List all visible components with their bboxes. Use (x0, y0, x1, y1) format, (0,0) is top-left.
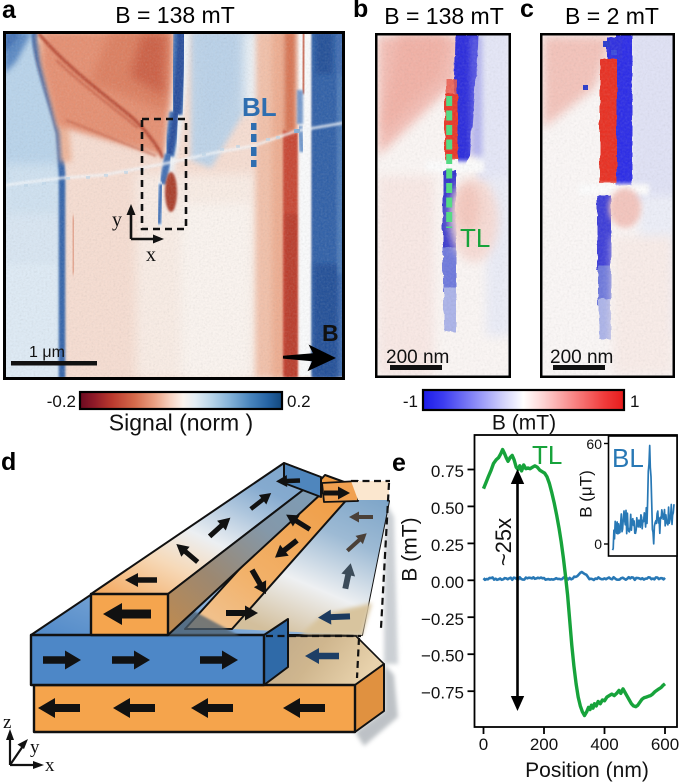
svg-text:−0.25: −0.25 (421, 610, 464, 629)
svg-text:0: 0 (594, 536, 602, 552)
svg-text:Position (nm): Position (nm) (525, 759, 649, 782)
svg-text:Signal (norm ): Signal (norm ) (109, 410, 253, 436)
svg-text:−0.50: −0.50 (421, 647, 464, 666)
svg-text:0.00: 0.00 (431, 573, 464, 592)
svg-text:400: 400 (590, 735, 618, 754)
svg-text:200 nm: 200 nm (386, 347, 449, 368)
svg-text:200 nm: 200 nm (550, 347, 613, 368)
svg-text:TL: TL (460, 223, 490, 253)
svg-text:1: 1 (630, 392, 639, 411)
svg-text:600: 600 (651, 735, 679, 754)
svg-text:0.75: 0.75 (431, 462, 464, 481)
svg-text:-1: -1 (403, 392, 418, 411)
svg-text:0.25: 0.25 (431, 536, 464, 555)
svg-text:B: B (322, 320, 339, 346)
svg-text:B (mT): B (mT) (492, 412, 556, 435)
svg-text:BL: BL (612, 443, 644, 473)
svg-text:0.50: 0.50 (431, 499, 464, 518)
svg-text:x: x (146, 244, 156, 266)
svg-text:200: 200 (530, 735, 558, 754)
svg-text:y: y (30, 737, 40, 758)
svg-text:B (μT): B (μT) (577, 470, 596, 518)
svg-text:y: y (112, 209, 122, 231)
svg-text:−0.75: −0.75 (421, 684, 464, 703)
svg-text:~25x: ~25x (491, 518, 516, 566)
svg-text:BL: BL (242, 92, 277, 122)
svg-text:1 μm: 1 μm (29, 344, 65, 361)
svg-text:0: 0 (479, 735, 488, 754)
svg-text:60: 60 (586, 436, 602, 452)
svg-text:0.2: 0.2 (287, 392, 311, 411)
svg-text:z: z (3, 712, 11, 733)
svg-text:-0.2: -0.2 (47, 392, 76, 411)
svg-text:B (mT): B (mT) (399, 517, 422, 581)
svg-text:TL: TL (532, 440, 562, 470)
svg-text:x: x (45, 755, 55, 776)
